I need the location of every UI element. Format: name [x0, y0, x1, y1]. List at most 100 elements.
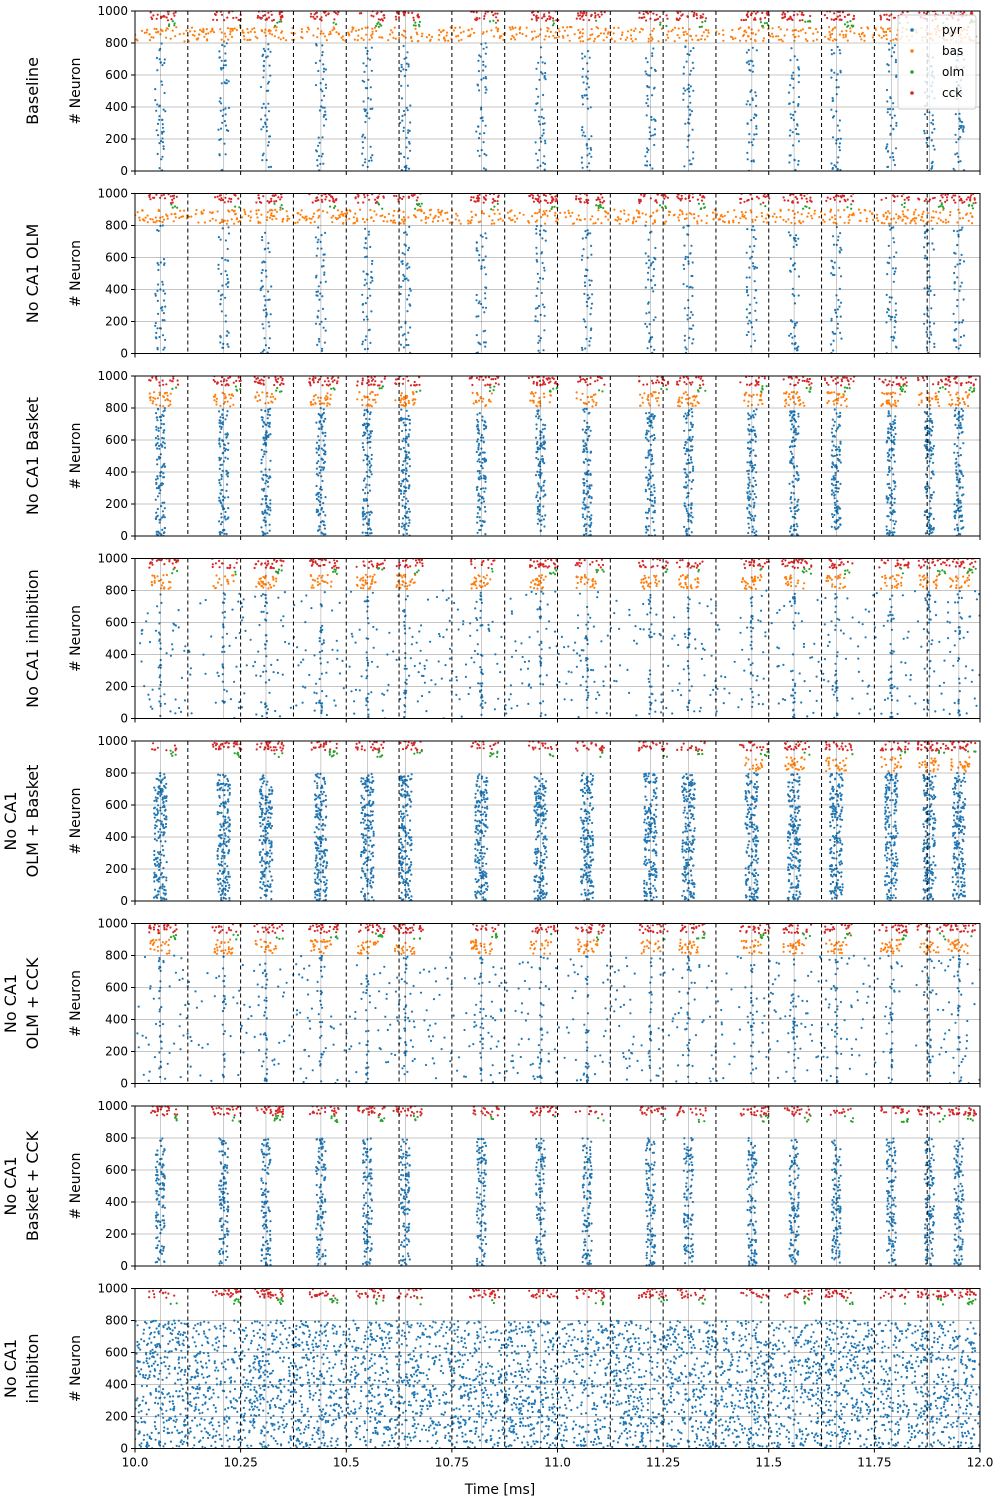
pyr-spike — [365, 64, 368, 67]
pyr-spike — [541, 444, 544, 447]
pyr-spike — [484, 475, 487, 478]
bas-spike — [394, 221, 397, 224]
cck-spike — [536, 199, 540, 203]
pyr-spike — [791, 342, 794, 345]
pyr-spike — [954, 265, 957, 268]
bas-spike — [842, 33, 845, 37]
bas-spike — [191, 33, 194, 36]
pyr-spike — [892, 280, 895, 283]
pyr-spike — [263, 453, 266, 456]
pyr-spike — [370, 310, 373, 313]
pyr-spike — [408, 140, 411, 144]
pyr-spike — [645, 476, 648, 479]
pyr-spike — [534, 109, 537, 112]
cck-spike — [234, 194, 237, 197]
pyr-spike — [260, 526, 263, 529]
bas-spike — [829, 208, 833, 211]
pyr-spike — [653, 509, 656, 512]
pyr-spike — [162, 423, 165, 426]
bas-spike — [336, 209, 340, 212]
bas-spike — [493, 212, 496, 215]
pyr-spike — [544, 230, 547, 233]
bas-spike — [616, 219, 619, 222]
pyr-spike — [264, 468, 267, 471]
cck-spike — [692, 13, 695, 16]
pyr-spike — [653, 414, 656, 418]
pyr-spike — [361, 434, 365, 437]
pyr-spike — [476, 418, 479, 421]
pyr-spike — [479, 436, 483, 439]
cck-spike — [493, 199, 497, 203]
bas-spike — [718, 217, 721, 220]
cck-spike — [880, 198, 883, 201]
cck-spike — [960, 197, 963, 200]
pyr-spike — [789, 84, 792, 87]
pyr-spike — [317, 144, 320, 147]
cck-spike — [677, 193, 680, 196]
pyr-spike — [408, 484, 411, 487]
bas-spike — [226, 219, 229, 222]
bas-spike — [355, 217, 358, 220]
pyr-spike — [745, 103, 748, 106]
bas-spike — [921, 213, 924, 216]
pyr-spike — [648, 131, 652, 134]
pyr-spike — [224, 239, 227, 242]
pyr-spike — [268, 506, 272, 509]
pyr-spike — [588, 487, 592, 490]
bas-spike — [226, 27, 229, 30]
pyr-spike — [650, 278, 653, 282]
pyr-spike — [264, 444, 267, 447]
pyr-spike — [220, 59, 223, 62]
pyr-spike — [646, 147, 649, 150]
cck-spike — [844, 200, 847, 203]
pyr-spike — [261, 323, 264, 326]
bas-spike — [211, 27, 214, 30]
cck-spike — [482, 201, 485, 204]
bas-spike — [531, 215, 534, 218]
cck-spike — [380, 18, 383, 21]
pyr-spike — [482, 60, 485, 63]
bas-spike — [540, 216, 543, 219]
pyr-spike — [224, 113, 227, 116]
bas-spike — [961, 217, 965, 220]
olm-spike — [234, 205, 237, 208]
pyr-spike — [219, 463, 222, 467]
pyr-spike — [218, 100, 221, 103]
pyr-spike — [686, 484, 689, 487]
bas-spike — [786, 28, 789, 31]
pyr-spike — [260, 458, 263, 461]
pyr-spike — [751, 60, 754, 63]
pyr-spike — [647, 483, 650, 486]
pyr-spike — [362, 311, 365, 314]
pyr-spike — [323, 273, 326, 276]
bas-spike — [362, 38, 365, 42]
pyr-spike — [831, 97, 834, 100]
bas-spike — [161, 215, 164, 218]
pyr-spike — [581, 94, 584, 97]
pyr-spike — [928, 276, 931, 279]
pyr-spike — [162, 258, 166, 261]
cck-spike — [495, 16, 498, 19]
pyr-spike — [370, 430, 374, 433]
pyr-spike — [368, 287, 371, 290]
pyr-spike — [541, 428, 545, 431]
pyr-spike — [366, 50, 369, 53]
bas-spike — [627, 218, 630, 221]
pyr-spike — [264, 502, 268, 505]
bas-spike — [525, 26, 528, 29]
olm-spike — [703, 206, 706, 209]
pyr-spike — [369, 281, 372, 284]
pyr-spike — [403, 231, 406, 234]
pyr-spike — [747, 418, 750, 421]
pyr-spike — [590, 148, 593, 151]
bas-spike — [734, 37, 737, 40]
bas-spike — [392, 221, 395, 224]
bas-spike — [875, 217, 879, 220]
bas-spike — [294, 221, 297, 225]
pyr-spike — [837, 86, 840, 89]
pyr-spike — [792, 71, 795, 74]
pyr-spike — [484, 42, 487, 45]
cck-spike — [310, 12, 313, 15]
cck-spike — [645, 19, 648, 22]
bas-spike — [782, 218, 785, 221]
